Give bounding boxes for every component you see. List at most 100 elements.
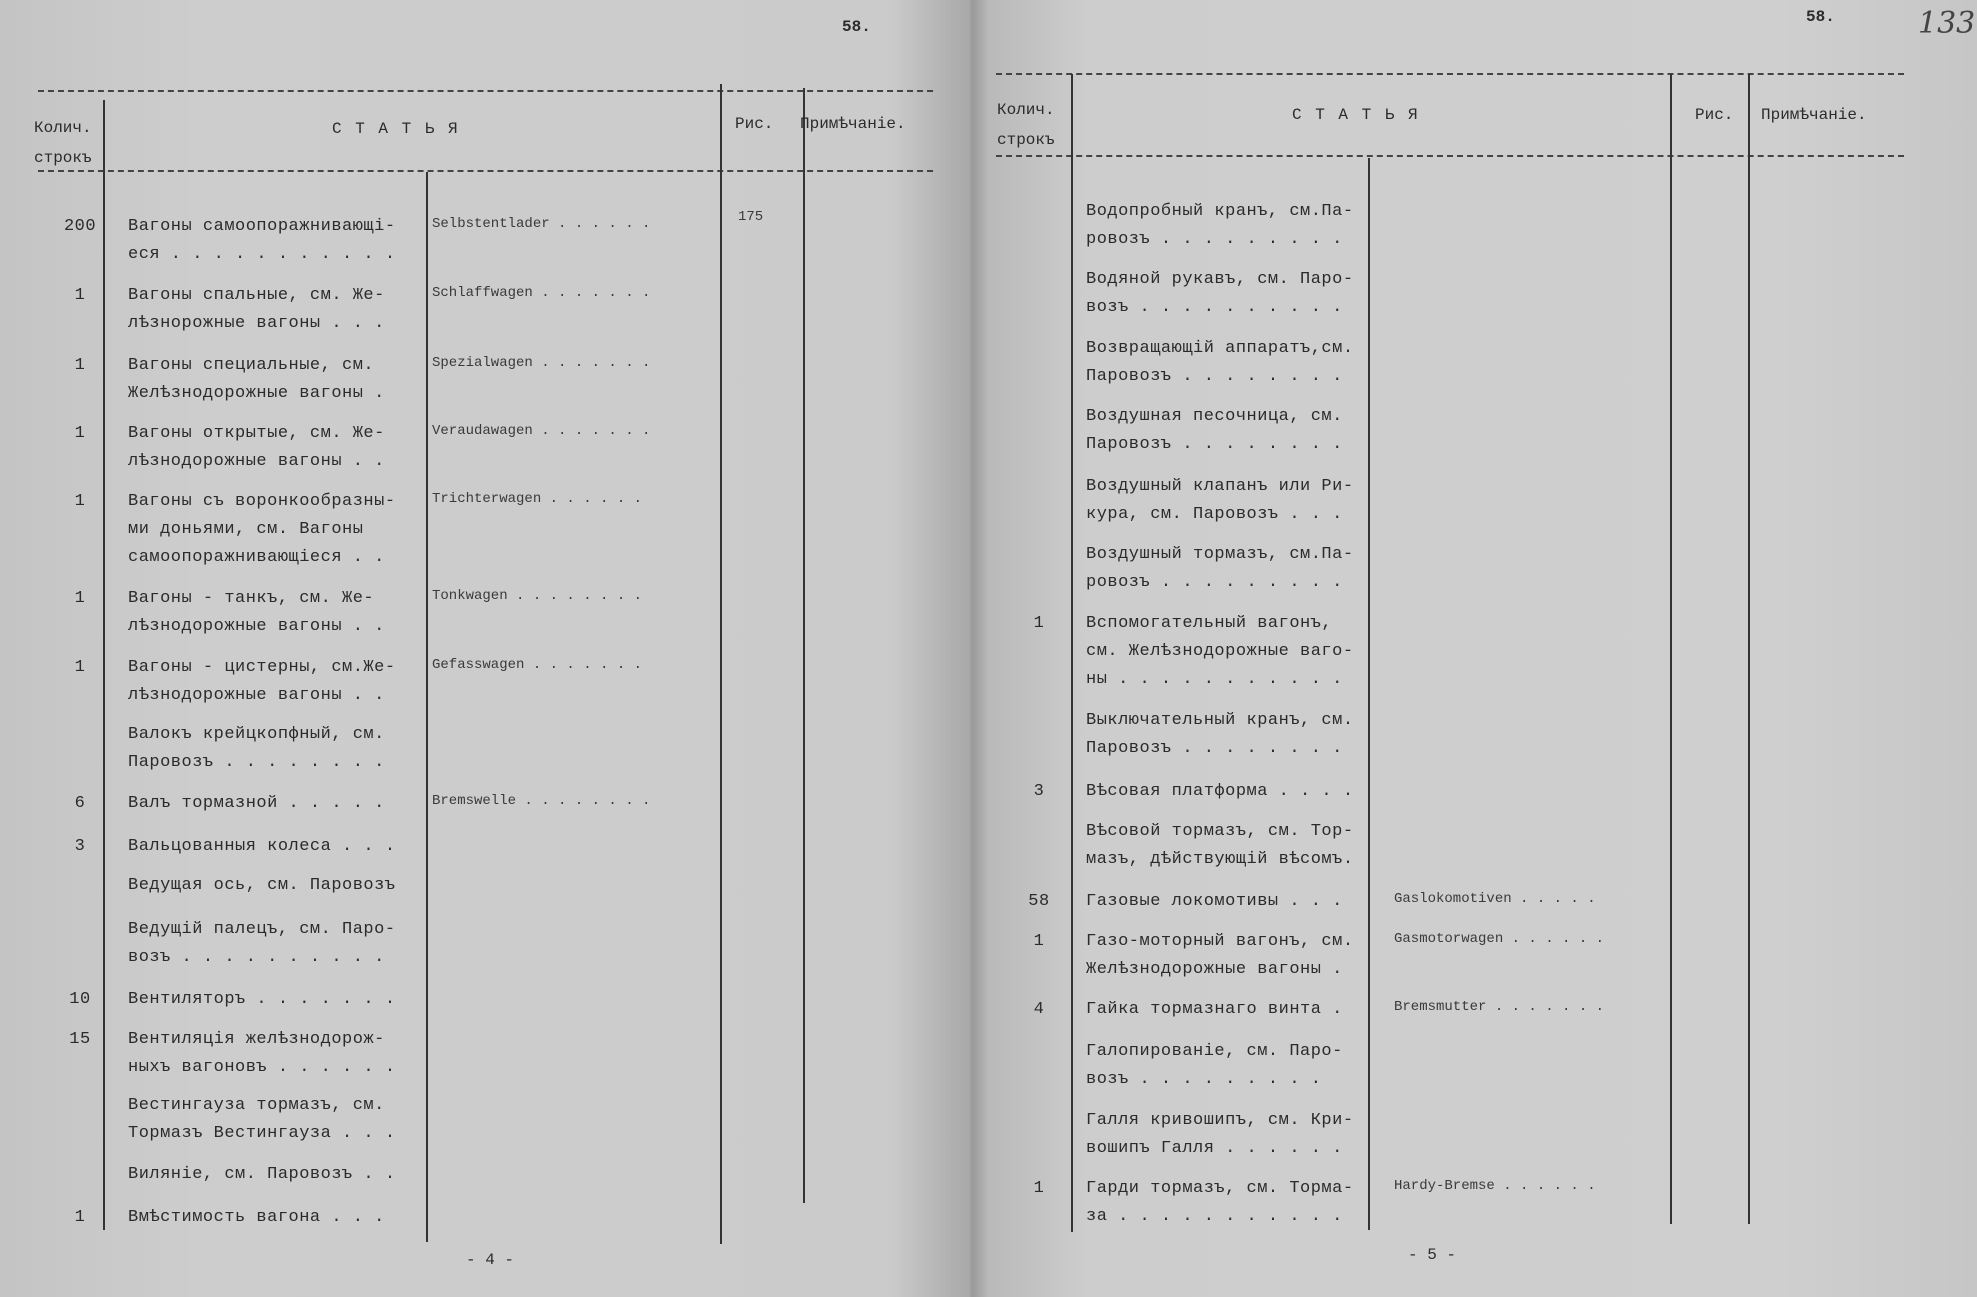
row-article-ru: Вмѣстимость вагона . . .	[128, 1208, 385, 1227]
row-article-ru: Гарди тормазъ, см. Торма-	[1086, 1179, 1354, 1198]
row-article-ru: Вѣсовой тормазъ, см. Тор-	[1086, 822, 1354, 841]
row-article-ru: Вагоны съ воронкообразны-	[128, 492, 396, 511]
row-article-ru: Вагоны спальные, см. Же-	[128, 286, 385, 305]
row-article-de: Bremsmutter . . . . . . .	[1394, 999, 1605, 1015]
row-article-ru: Вагоны - танкъ, см. Же-	[128, 589, 375, 608]
column-divider	[426, 172, 428, 1242]
row-article-ru: за . . . . . . . . . . .	[1086, 1207, 1343, 1226]
row-article-ru: ровозъ . . . . . . . . .	[1086, 230, 1343, 249]
row-article-ru: Вѣсовая платформа . . . .	[1086, 782, 1354, 801]
column-divider	[1071, 74, 1073, 1232]
row-qty: 3	[1033, 782, 1045, 801]
row-article-ru: Желѣзнодорожные вагоны .	[128, 384, 385, 403]
row-article-ru: самоопоражнивающіеся . .	[128, 548, 385, 567]
page-number-top-right: 58.	[1806, 8, 1835, 26]
header-qty: Колич. строкъ	[34, 119, 92, 167]
header-fig: Рис.	[735, 115, 774, 133]
row-article-ru: Паровозъ . . . . . . . .	[1086, 435, 1343, 454]
row-article-ru: Тормазъ Вестингауза . . .	[128, 1124, 396, 1143]
column-divider	[803, 88, 805, 1203]
row-article-ru: лѣзнодорожные вагоны . .	[128, 617, 385, 636]
row-article-ru: Вагоны специальные, см.	[128, 356, 375, 375]
header-top-rule	[996, 73, 1904, 75]
row-article-ru: Водяной рукавъ, см. Паро-	[1086, 270, 1354, 289]
row-article-ru: Воздушный клапанъ или Ри-	[1086, 477, 1354, 496]
row-qty: 1	[74, 589, 86, 608]
page-number-bottom-right: - 5 -	[1408, 1246, 1457, 1264]
row-article-ru: Паровозъ . . . . . . . .	[1086, 367, 1343, 386]
column-divider	[1748, 74, 1750, 1224]
row-article-de: Schlaffwagen . . . . . . .	[432, 285, 651, 301]
row-article-ru: возъ . . . . . . . . . .	[1086, 298, 1343, 317]
row-article-ru: Ведущая ось, см. Паровозъ	[128, 876, 396, 895]
row-qty: 15	[69, 1030, 91, 1049]
row-article-ru: Вспомогательный вагонъ,	[1086, 614, 1333, 633]
column-divider	[720, 84, 722, 1244]
row-article-ru: Вестингауза тормазъ, см.	[128, 1096, 385, 1115]
row-fig: 175	[738, 209, 764, 225]
row-article-ru: ны . . . . . . . . . . .	[1086, 670, 1343, 689]
row-article-de: Hardy-Bremse . . . . . .	[1394, 1178, 1596, 1194]
row-article-de: Bremswelle . . . . . . . .	[432, 793, 651, 809]
row-article-de: Tonkwagen . . . . . . . .	[432, 588, 643, 604]
row-article-ru: ми доньями, см. Вагоны	[128, 520, 364, 539]
row-qty: 1	[74, 356, 86, 375]
row-qty: 6	[74, 794, 86, 813]
row-article-de: Gaslokomotiven . . . . .	[1394, 891, 1596, 907]
row-article-ru: мазъ, дѣйствующій вѣсомъ.	[1086, 850, 1354, 869]
row-article-ru: Валокъ крейцкопфный, см.	[128, 725, 385, 744]
row-article-ru: Виляніе, см. Паровозъ . .	[128, 1165, 396, 1184]
row-qty: 1	[74, 286, 86, 305]
row-article-ru: Галля кривошипъ, см. Кри-	[1086, 1111, 1354, 1130]
row-article-ru: Ведущій палецъ, см. Паро-	[128, 920, 396, 939]
row-article-de: Spezialwagen . . . . . . .	[432, 355, 651, 371]
row-article-ru: Газо-моторный вагонъ, см.	[1086, 932, 1354, 951]
row-article-ru: Вентиляторъ . . . . . . .	[128, 990, 396, 1009]
row-article-ru: Валъ тормазной . . . . .	[128, 794, 385, 813]
row-article-de: Gasmotorwagen . . . . . .	[1394, 931, 1605, 947]
header-bottom-rule	[996, 155, 1904, 157]
row-qty: 4	[1033, 1000, 1045, 1019]
row-article-ru: Галопированіе, см. Паро-	[1086, 1042, 1343, 1061]
row-article-ru: ныхъ вагоновъ . . . . . .	[128, 1058, 396, 1077]
row-qty: 1	[74, 424, 86, 443]
row-article-ru: еся . . . . . . . . . . .	[128, 245, 396, 264]
header-article: С Т А Т Ь Я	[1292, 106, 1420, 124]
row-article-ru: лѣзнорожные вагоны . . .	[128, 314, 385, 333]
row-article-ru: Выключательный кранъ, см.	[1086, 711, 1354, 730]
row-article-de: Trichterwagen . . . . . .	[432, 491, 643, 507]
row-qty: 1	[1033, 614, 1045, 633]
row-qty: 3	[74, 837, 86, 856]
column-divider	[103, 100, 105, 1230]
column-divider	[1368, 158, 1370, 1230]
header-note: Примѣчаніе.	[1761, 106, 1867, 124]
row-qty: 200	[63, 217, 97, 236]
row-article-ru: Газовые локомотивы . . .	[1086, 892, 1343, 911]
row-qty: 1	[74, 492, 86, 511]
row-article-ru: Паровозъ . . . . . . . .	[128, 753, 385, 772]
row-article-ru: см. Желѣзнодорожные ваго-	[1086, 642, 1354, 661]
row-qty: 58	[1028, 892, 1050, 911]
row-article-ru: Желѣзнодорожные вагоны .	[1086, 960, 1343, 979]
row-article-ru: Вагоны открытые, см. Же-	[128, 424, 385, 443]
row-article-ru: Паровозъ . . . . . . . .	[1086, 739, 1343, 758]
page-number-top-left: 58.	[842, 18, 871, 36]
header-qty: Колич. строкъ	[997, 101, 1055, 149]
row-article-de: Selbstentlader . . . . . .	[432, 216, 651, 232]
row-qty: 1	[74, 1208, 86, 1227]
header-bottom-rule	[38, 170, 933, 172]
row-article-ru: ровозъ . . . . . . . . .	[1086, 573, 1343, 592]
row-article-ru: лѣзнодорожные вагоны . .	[128, 452, 385, 471]
row-article-ru: Вентиляція желѣзнодорож-	[128, 1030, 385, 1049]
row-article-ru: Возвращающій аппаратъ,см.	[1086, 339, 1354, 358]
row-article-ru: Вальцованныя колеса . . .	[128, 837, 396, 856]
row-article-ru: Вагоны - цистерны, см.Же-	[128, 658, 396, 677]
header-top-rule	[38, 90, 933, 92]
header-note: Примѣчаніе.	[800, 115, 906, 133]
header-article: С Т А Т Ь Я	[332, 120, 460, 138]
row-qty: 1	[74, 658, 86, 677]
row-qty: 10	[69, 990, 91, 1009]
row-article-ru: вошипъ Галля . . . . . .	[1086, 1139, 1343, 1158]
row-qty: 1	[1033, 1179, 1045, 1198]
column-divider	[1670, 74, 1672, 1224]
